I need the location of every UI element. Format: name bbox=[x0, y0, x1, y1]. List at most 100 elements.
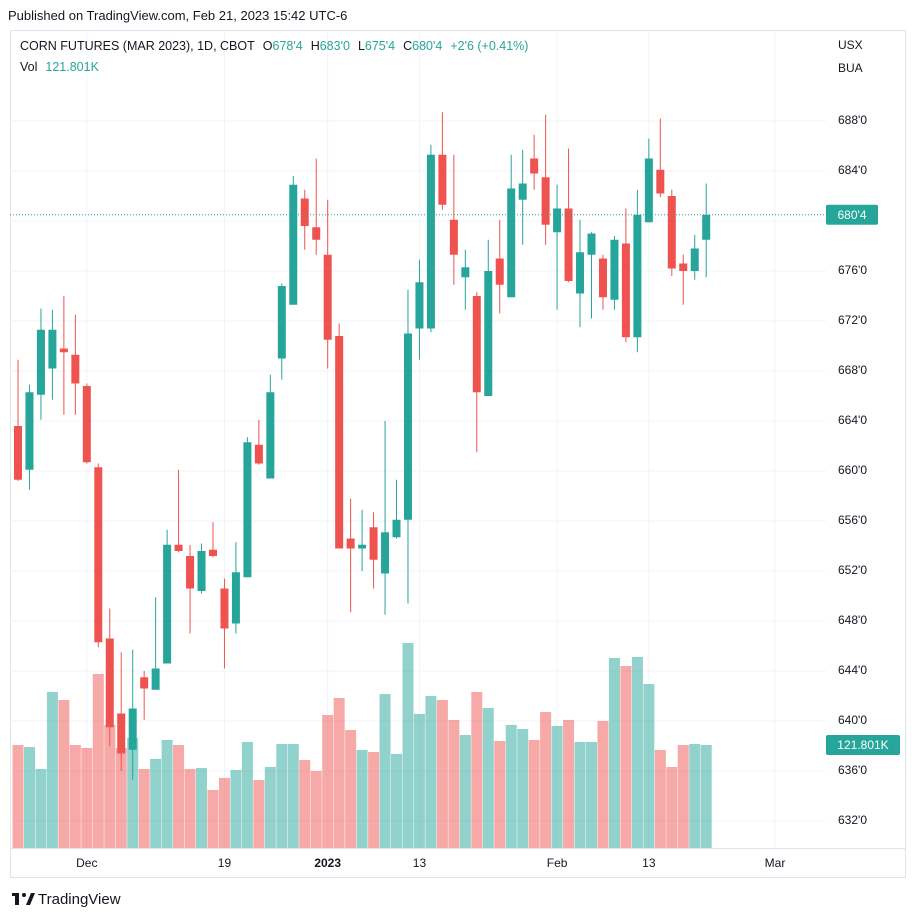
volume-bar bbox=[379, 693, 391, 848]
volume-bar bbox=[471, 691, 483, 848]
volume-bar bbox=[517, 729, 529, 848]
volume-bar bbox=[276, 743, 288, 848]
volume-title: Vol bbox=[20, 60, 38, 74]
volume-bars bbox=[12, 643, 712, 848]
candle-body bbox=[231, 572, 240, 624]
volume-bar bbox=[345, 730, 357, 848]
candle-body bbox=[633, 214, 642, 338]
volume-bar bbox=[184, 769, 196, 848]
candle-body bbox=[48, 329, 57, 369]
candle-body bbox=[472, 296, 481, 393]
volume-bar bbox=[654, 749, 666, 848]
volume-bar bbox=[207, 789, 219, 848]
volume-bar bbox=[115, 747, 127, 848]
volume-bar bbox=[425, 695, 437, 848]
volume-bar bbox=[356, 749, 368, 848]
candle-body bbox=[541, 177, 550, 225]
volume-bar bbox=[218, 777, 230, 848]
y-tick-label: 672'0 bbox=[838, 313, 867, 327]
volume-bar bbox=[264, 766, 276, 848]
price-tag-label: 680'4 bbox=[838, 208, 867, 222]
y-tick-label: 656'0 bbox=[838, 513, 867, 527]
volume-bar bbox=[23, 747, 35, 848]
volume-bar bbox=[138, 769, 150, 848]
ohlc-item: O678'4 bbox=[263, 39, 303, 53]
candle-body bbox=[254, 444, 263, 464]
candle-body bbox=[300, 198, 309, 226]
candle-body bbox=[36, 329, 45, 395]
volume-bar bbox=[127, 737, 139, 848]
y-tick-label: 684'0 bbox=[838, 163, 867, 177]
ohlc-item: H683'0 bbox=[311, 39, 350, 53]
volume-bar bbox=[700, 744, 712, 848]
y-tick-label: 648'0 bbox=[838, 613, 867, 627]
y-tick-label: 688'0 bbox=[838, 113, 867, 127]
candle-body bbox=[59, 348, 68, 353]
candle-body bbox=[507, 188, 516, 298]
y-tick-label: 640'0 bbox=[838, 713, 867, 727]
candle-body bbox=[82, 386, 91, 463]
volume-bar bbox=[46, 691, 58, 848]
volume-bar bbox=[299, 759, 311, 848]
volume-bar bbox=[92, 673, 104, 848]
candle-body bbox=[461, 267, 470, 278]
volume-bar bbox=[402, 643, 414, 848]
volume-bar bbox=[173, 744, 185, 848]
candle-body bbox=[392, 519, 401, 538]
volume-bar bbox=[574, 741, 586, 848]
currency: USX bbox=[838, 38, 863, 52]
candle-body bbox=[243, 442, 252, 578]
candle-body bbox=[621, 243, 630, 338]
y-tick-label: 644'0 bbox=[838, 663, 867, 677]
candle-body bbox=[346, 538, 355, 549]
volume-bar bbox=[448, 719, 460, 848]
candle-body bbox=[208, 549, 217, 556]
candle-body bbox=[289, 184, 298, 305]
volume-bar bbox=[81, 747, 93, 848]
frame bbox=[10, 30, 906, 878]
volume-bar bbox=[391, 753, 403, 848]
candle-body bbox=[381, 532, 390, 574]
candle-body bbox=[702, 214, 711, 240]
volume-bar bbox=[104, 724, 116, 848]
ohlc-value: 675'4 bbox=[364, 39, 396, 53]
y-tick-label: 676'0 bbox=[838, 263, 867, 277]
candle-body bbox=[484, 271, 493, 396]
ohlc-item: L675'4 bbox=[358, 39, 395, 53]
y-tick-label: 664'0 bbox=[838, 413, 867, 427]
candle-body bbox=[610, 239, 619, 300]
footer-brand: TradingView bbox=[38, 891, 121, 908]
y-tick-label: 632'0 bbox=[838, 813, 867, 827]
volume-bar bbox=[586, 741, 597, 848]
volume-bar bbox=[597, 720, 609, 848]
candle-body bbox=[587, 233, 596, 255]
volume-legend: Vol 121.801K bbox=[20, 60, 99, 74]
candle-body bbox=[117, 713, 126, 754]
volume-bar bbox=[666, 766, 678, 848]
candle-body bbox=[553, 208, 562, 233]
candle-body bbox=[495, 258, 504, 285]
change: +2'6 (+0.41%) bbox=[450, 39, 529, 53]
volume-bar bbox=[161, 740, 173, 848]
candle-body bbox=[369, 527, 378, 560]
candle-body bbox=[25, 392, 34, 470]
volume-bar bbox=[551, 725, 563, 848]
candle-body bbox=[323, 254, 332, 340]
volume-bar bbox=[253, 780, 265, 848]
candle-body bbox=[667, 196, 676, 269]
y-tick-label: 668'0 bbox=[838, 363, 867, 377]
x-tick-label: Mar bbox=[765, 856, 786, 870]
candle-body bbox=[186, 556, 195, 589]
volume-value: 121.801K bbox=[45, 60, 99, 74]
candle-body bbox=[312, 227, 321, 240]
candle-body bbox=[415, 282, 424, 329]
ohlc-item: C680'4 bbox=[403, 39, 442, 53]
volume-bar bbox=[643, 684, 655, 848]
volume-bar bbox=[436, 700, 448, 848]
volume-bar bbox=[310, 770, 322, 848]
ohlc-legend: CORN FUTURES (MAR 2023), 1D, CBOT O678'4… bbox=[20, 39, 528, 53]
y-tick-label: 652'0 bbox=[838, 563, 867, 577]
volume-bar bbox=[58, 700, 70, 848]
